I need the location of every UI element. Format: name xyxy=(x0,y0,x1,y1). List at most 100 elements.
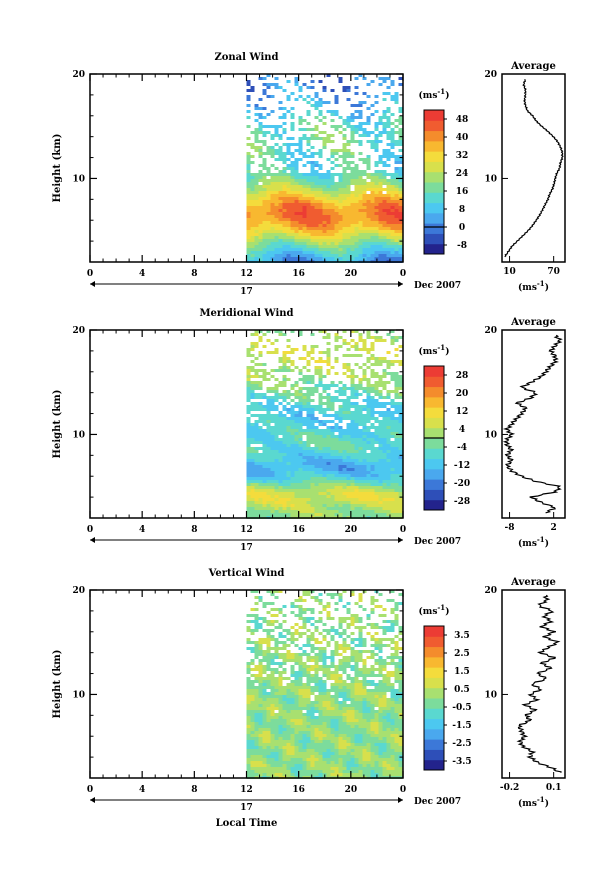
heatmap-cell xyxy=(342,492,347,495)
heatmap-cell xyxy=(270,224,275,227)
heatmap-cell xyxy=(282,671,287,674)
heatmap-cell xyxy=(322,447,327,450)
heatmap-cell xyxy=(386,495,391,498)
heatmap-cell xyxy=(258,767,263,770)
heatmap-cell xyxy=(390,375,395,378)
heatmap-cell xyxy=(302,599,307,602)
heatmap-cell xyxy=(282,725,287,728)
heatmap-cell xyxy=(334,483,339,486)
heatmap-cell xyxy=(318,137,323,140)
heatmap-cell xyxy=(262,396,267,399)
heatmap-cell xyxy=(306,351,311,354)
heatmap-cell xyxy=(302,743,307,746)
heatmap-cell xyxy=(306,507,311,510)
heatmap-cell xyxy=(354,239,359,242)
heatmap-cell xyxy=(290,770,295,773)
heatmap-cell xyxy=(298,146,303,149)
heatmap-cell xyxy=(310,194,315,197)
heatmap-cell xyxy=(374,149,379,152)
heatmap-cell xyxy=(386,257,391,260)
heatmap-cell xyxy=(358,191,363,194)
heatmap-cell xyxy=(302,420,307,423)
heatmap-cell xyxy=(250,710,255,713)
heatmap-cell xyxy=(290,659,295,662)
heatmap-cell xyxy=(322,746,327,749)
heatmap-cell xyxy=(342,590,347,593)
heatmap-cell xyxy=(390,227,395,230)
heatmap-cell xyxy=(258,393,263,396)
heatmap-cell xyxy=(334,746,339,749)
heatmap-cell xyxy=(254,107,259,110)
heatmap-cell xyxy=(262,107,267,110)
heatmap-cell xyxy=(326,426,331,429)
heatmap-cell xyxy=(262,218,267,221)
heatmap-cell xyxy=(318,659,323,662)
heatmap-cell xyxy=(390,330,395,333)
heatmap-cell xyxy=(326,408,331,411)
heatmap-cell xyxy=(250,629,255,632)
heatmap-cell xyxy=(314,134,319,137)
heatmap-cell xyxy=(266,212,271,215)
heatmap-cell xyxy=(318,233,323,236)
heatmap-cell xyxy=(366,480,371,483)
heatmap-cell xyxy=(290,465,295,468)
heatmap-cell xyxy=(294,752,299,755)
heatmap-cell xyxy=(258,653,263,656)
heatmap-cell xyxy=(290,236,295,239)
heatmap-cell xyxy=(310,507,315,510)
x-tick-label: 20 xyxy=(345,269,358,279)
heatmap-cell xyxy=(270,453,275,456)
heatmap-cell xyxy=(290,486,295,489)
heatmap-cell xyxy=(398,396,403,399)
heatmap-cell xyxy=(262,140,267,143)
heatmap-cell xyxy=(250,426,255,429)
heatmap-cell xyxy=(314,173,319,176)
heatmap-cell xyxy=(330,185,335,188)
heatmap-cell xyxy=(362,251,367,254)
heatmap-cell xyxy=(258,677,263,680)
heatmap-cell xyxy=(262,345,267,348)
heatmap-cell xyxy=(302,405,307,408)
heatmap-cell xyxy=(374,248,379,251)
heatmap-cell xyxy=(342,236,347,239)
heatmap-cell xyxy=(270,755,275,758)
heatmap-cell xyxy=(258,242,263,245)
heatmap-cell xyxy=(266,405,271,408)
heatmap-cell xyxy=(314,191,319,194)
heatmap-cell xyxy=(330,749,335,752)
heatmap-cell xyxy=(278,447,283,450)
heatmap-cell xyxy=(346,477,351,480)
heatmap-cell xyxy=(306,179,311,182)
heatmap-cell xyxy=(326,251,331,254)
heatmap-cell xyxy=(286,734,291,737)
heatmap-cell xyxy=(362,369,367,372)
heatmap-cell xyxy=(246,740,251,743)
heatmap-cell xyxy=(378,483,383,486)
heatmap-cell xyxy=(374,137,379,140)
heatmap-cell xyxy=(262,393,267,396)
heatmap-cell xyxy=(314,417,319,420)
heatmap-cell xyxy=(334,453,339,456)
heatmap-cell xyxy=(270,674,275,677)
heatmap-cell xyxy=(382,209,387,212)
heatmap-cell xyxy=(258,671,263,674)
heatmap-cell xyxy=(290,513,295,516)
heatmap-cell xyxy=(278,749,283,752)
heatmap-cell xyxy=(326,773,331,776)
heatmap-cell xyxy=(254,456,259,459)
heatmap-cell xyxy=(374,477,379,480)
heatmap-cell xyxy=(326,140,331,143)
heatmap-cell xyxy=(390,474,395,477)
heatmap-cell xyxy=(338,125,343,128)
heatmap-cell xyxy=(342,146,347,149)
heatmap-cell xyxy=(334,680,339,683)
heatmap-cell xyxy=(266,731,271,734)
heatmap-cell xyxy=(350,134,355,137)
heatmap-cell xyxy=(278,125,283,128)
heatmap-cell xyxy=(266,188,271,191)
heatmap-cell xyxy=(382,182,387,185)
heatmap-cell xyxy=(262,89,267,92)
heatmap-cell xyxy=(302,450,307,453)
heatmap-cell xyxy=(266,725,271,728)
heatmap-cell xyxy=(258,375,263,378)
